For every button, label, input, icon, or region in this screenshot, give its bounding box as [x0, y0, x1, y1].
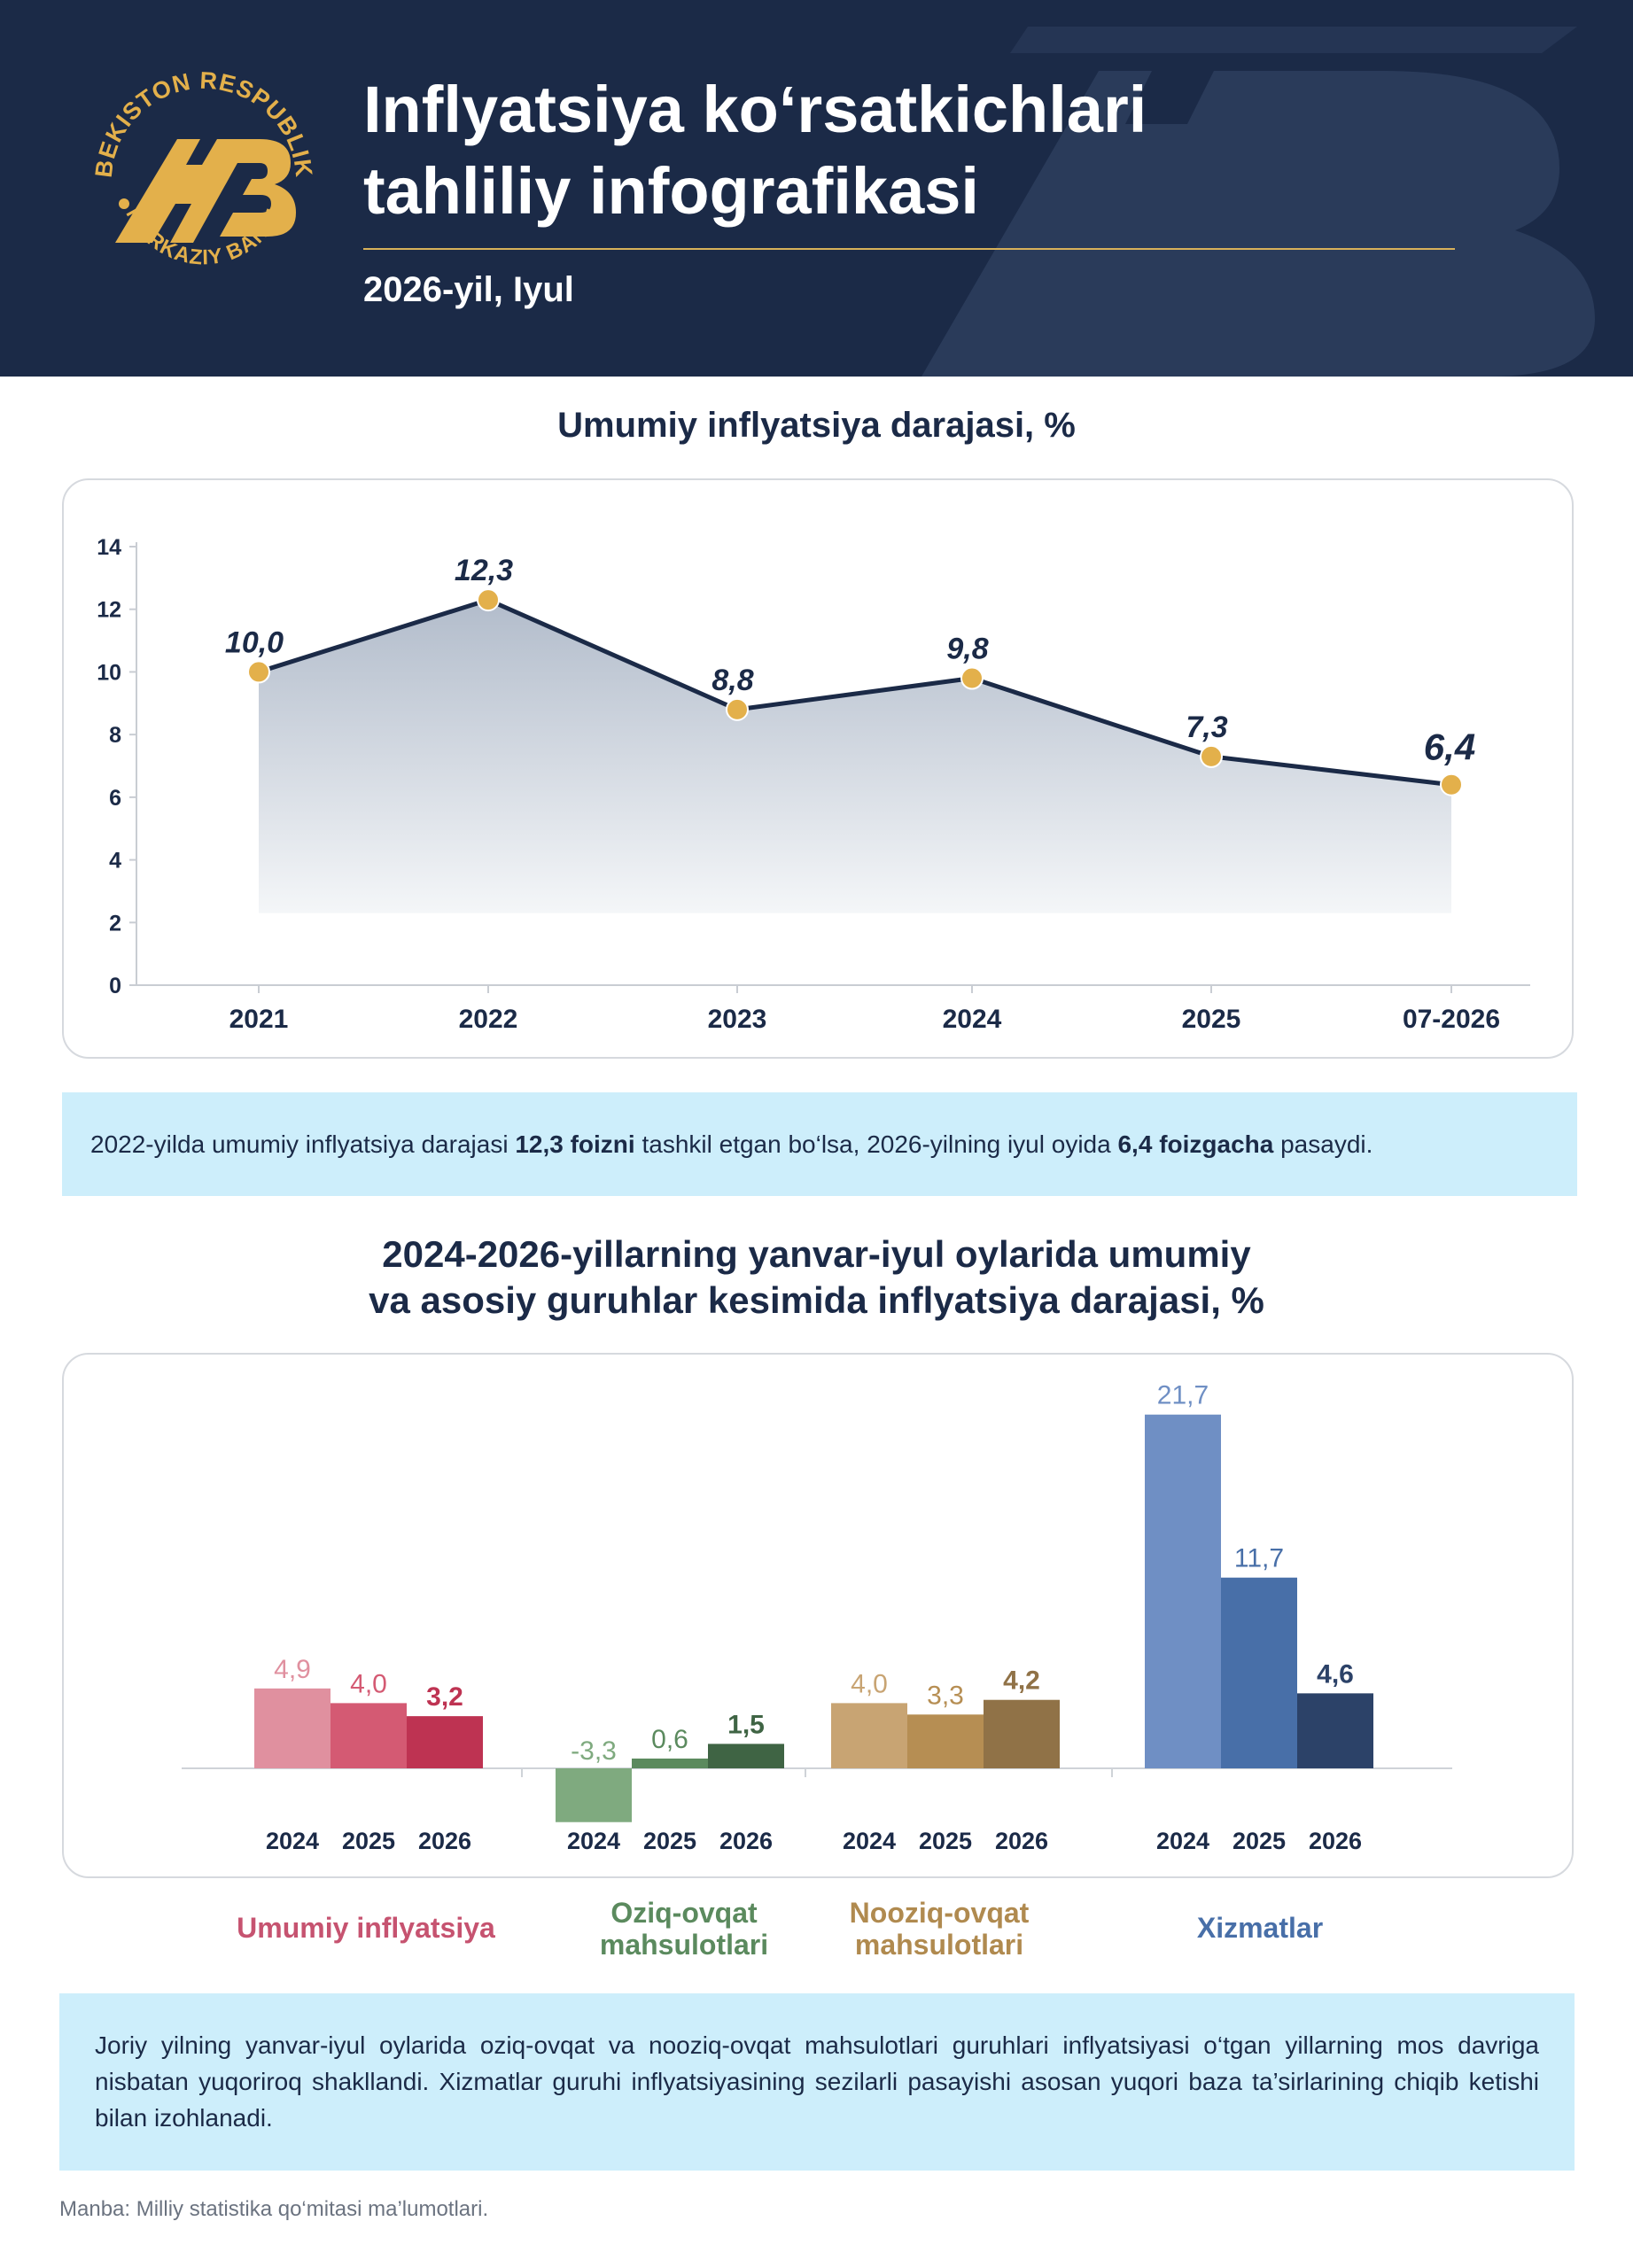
bar	[708, 1744, 784, 1768]
bar	[1297, 1693, 1373, 1768]
header-divider	[363, 248, 1455, 250]
y-tick-label: 8	[109, 723, 121, 748]
bar-value-label: 4,6	[1317, 1659, 1354, 1689]
x-tick-label: 2022	[459, 1005, 518, 1034]
x-tick-label: 2025	[1182, 1005, 1241, 1034]
y-tick-label: 4	[109, 849, 121, 874]
bar-value-label: 3,3	[927, 1681, 964, 1710]
x-tick-label: 2023	[708, 1005, 767, 1034]
bar	[330, 1703, 407, 1768]
bar	[907, 1714, 984, 1768]
bar-year-label: 2024	[1156, 1828, 1209, 1854]
bar-year-label: 2025	[919, 1828, 972, 1854]
x-tick-label: 2024	[943, 1005, 1002, 1034]
bar-year-label: 2025	[342, 1828, 395, 1854]
bar	[1221, 1577, 1297, 1768]
title-line-1: Inflyatsiya ko‘rsatkichlari	[363, 73, 1147, 146]
bar-value-label: 1,5	[727, 1710, 765, 1739]
header-banner: O‘ZBEKISTON RESPUBLIKASI MARKAZIY BANKI …	[0, 0, 1633, 377]
bar-value-label: -3,3	[571, 1736, 617, 1766]
bar-year-label: 2026	[418, 1828, 471, 1854]
data-label: 7,3	[1186, 711, 1227, 744]
data-label: 9,8	[946, 633, 988, 666]
bar-year-label: 2026	[1309, 1828, 1362, 1854]
bar-chart: 4,9 2024 4,0 2025 3,2 2026 -3,3 2024 0,6 2025 1,5 2…	[182, 1381, 1452, 1854]
data-point	[726, 697, 749, 721]
bar-value-label: 4,0	[350, 1669, 387, 1698]
nooziq-label-line-1: Nooziq-ovqat	[849, 1897, 1030, 1929]
inflation-summary-note: 2022-yilda umumiy inflyatsiya darajasi 1…	[62, 1092, 1577, 1196]
bar-value-label: 4,2	[1003, 1666, 1040, 1696]
data-label: 10,0	[225, 625, 284, 659]
category-label-nooziq: Nooziq-ovqat mahsulotlari	[780, 1897, 1099, 1961]
bar-year-label: 2026	[995, 1828, 1048, 1854]
groups-analysis-note: Joriy yilning yanvar-iyul oylarida oziq-…	[59, 1993, 1575, 2171]
bar	[1145, 1414, 1221, 1768]
mb-watermark-icon	[921, 27, 1595, 377]
bar	[556, 1768, 632, 1822]
title-line-2: tahliliy infografikasi	[363, 154, 979, 228]
nooziq-label-line-2: mahsulotlari	[854, 1929, 1024, 1961]
bar-value-label: 21,7	[1157, 1381, 1209, 1410]
data-label: 8,8	[712, 664, 753, 697]
y-tick-label: 14	[97, 535, 121, 560]
y-tick-label: 0	[109, 974, 121, 998]
note-bold-2: 6,4 foizgacha	[1117, 1130, 1274, 1158]
bar-year-label: 2024	[843, 1828, 896, 1854]
data-point	[247, 660, 270, 684]
category-label-oziq: Oziq-ovqat mahsulotlari	[525, 1897, 844, 1961]
line-chart-title: Umumiy inflyatsiya darajasi, %	[557, 406, 1076, 445]
data-point	[1440, 773, 1463, 796]
bar-year-label: 2024	[266, 1828, 319, 1854]
bar-year-label: 2025	[1233, 1828, 1286, 1854]
bar-value-label: 4,9	[274, 1655, 311, 1684]
period-label: 2026-yil, Iyul	[363, 270, 574, 309]
bar-value-label: 11,7	[1234, 1544, 1284, 1573]
bar	[632, 1758, 708, 1768]
note-text-1: 2022-yilda umumiy inflyatsiya darajasi	[90, 1130, 516, 1158]
y-tick-label: 10	[97, 660, 121, 685]
data-point	[960, 666, 984, 690]
bar-year-label: 2026	[719, 1828, 773, 1854]
data-label: 6,4	[1424, 726, 1475, 768]
line-chart: 0 2 4 6 8 10 12 14 2021 2022 2023 2024 2025 07-2026 10…	[97, 535, 1530, 1034]
bar-value-label: 4,0	[851, 1669, 888, 1698]
data-label: 12,3	[455, 554, 513, 587]
category-label-xizmatlar: Xizmatlar	[1196, 1912, 1324, 1944]
bar	[984, 1699, 1060, 1768]
line-chart-panel: 0 2 4 6 8 10 12 14 2021 2022 2023 2024 2025 07-2026 10…	[62, 478, 1574, 1059]
data-point	[1200, 744, 1223, 768]
central-bank-logo: O‘ZBEKISTON RESPUBLIKASI MARKAZIY BANKI	[78, 55, 316, 270]
x-tick-label: 07-2026	[1403, 1005, 1500, 1034]
oziq-label-line-2: mahsulotlari	[599, 1929, 769, 1961]
note-text-3: pasaydi.	[1273, 1130, 1373, 1158]
y-tick-label: 2	[109, 911, 121, 936]
bar	[254, 1688, 330, 1768]
bar-value-label: 3,2	[426, 1682, 463, 1712]
source-note: Manba: Milliy statistika qo‘mitasi ma’lu…	[59, 2197, 489, 2221]
category-label-umumiy: Umumiy inflyatsiya	[237, 1912, 495, 1944]
line-area-fill	[259, 600, 1451, 913]
bar-title-line-2: va asosiy guruhlar kesimida inflyatsiya …	[369, 1279, 1264, 1321]
bar-year-label: 2024	[567, 1828, 620, 1854]
y-tick-label: 6	[109, 786, 121, 811]
y-tick-label: 12	[97, 598, 121, 623]
bar-value-label: 0,6	[651, 1725, 688, 1754]
inflation-line	[258, 597, 1452, 788]
oziq-label-line-1: Oziq-ovqat	[610, 1897, 758, 1929]
bar-chart-panel: 4,9 2024 4,0 2025 3,2 2026 -3,3 2024 0,6 2025 1,5 2…	[62, 1353, 1574, 1878]
note-text-2: tashkil etgan bo‘lsa, 2026-yilning iyul …	[634, 1130, 1118, 1158]
bar-year-label: 2025	[643, 1828, 696, 1854]
page-title: Inflyatsiya ko‘rsatkichlari tahliliy inf…	[363, 69, 1147, 232]
data-point	[477, 588, 500, 612]
note-bold-1: 12,3 foizni	[515, 1130, 635, 1158]
bar	[407, 1716, 483, 1768]
bar-chart-title: 2024-2026-yillarning yanvar-iyul oylarid…	[0, 1231, 1633, 1324]
bar-title-line-1: 2024-2026-yillarning yanvar-iyul oylarid…	[382, 1233, 1251, 1275]
bar	[831, 1703, 907, 1768]
x-tick-label: 2021	[229, 1005, 289, 1034]
